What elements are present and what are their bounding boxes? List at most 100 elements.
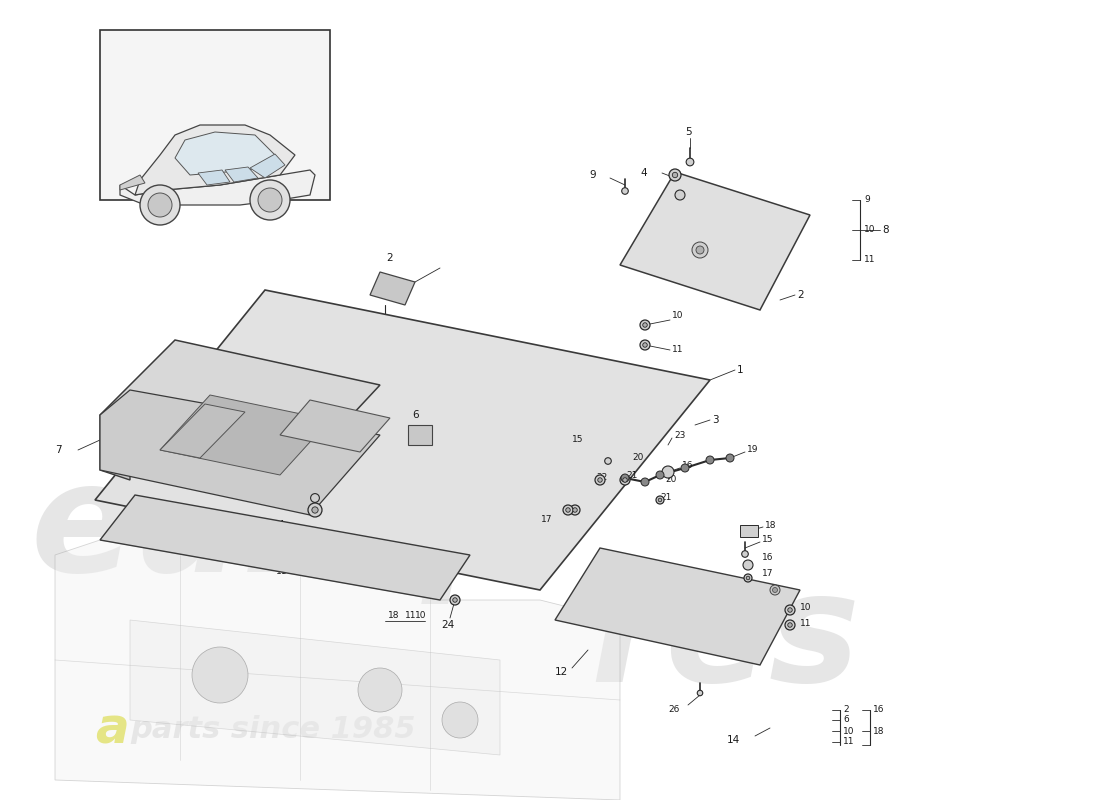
Circle shape <box>595 475 605 485</box>
Circle shape <box>573 508 578 512</box>
Circle shape <box>696 246 704 254</box>
Circle shape <box>675 190 685 200</box>
Text: 12: 12 <box>554 667 568 677</box>
Text: 18: 18 <box>873 726 884 735</box>
Circle shape <box>620 475 630 485</box>
Circle shape <box>605 458 612 464</box>
Polygon shape <box>620 172 810 310</box>
Circle shape <box>621 188 628 194</box>
Bar <box>740 525 758 537</box>
Polygon shape <box>160 404 245 458</box>
Polygon shape <box>370 272 415 305</box>
Polygon shape <box>55 540 620 800</box>
Text: 20: 20 <box>632 454 644 462</box>
Text: europ: europ <box>30 455 532 605</box>
Text: 11: 11 <box>275 567 287 577</box>
Text: 10: 10 <box>864 226 876 234</box>
Text: 9: 9 <box>864 195 870 205</box>
Text: 11: 11 <box>843 738 855 746</box>
Circle shape <box>453 598 458 602</box>
Circle shape <box>746 576 750 580</box>
Text: 17: 17 <box>762 569 773 578</box>
Polygon shape <box>95 290 710 590</box>
Text: 18: 18 <box>764 521 777 530</box>
Text: 23: 23 <box>674 431 685 441</box>
Polygon shape <box>100 390 380 515</box>
Circle shape <box>621 474 629 482</box>
Polygon shape <box>175 132 275 175</box>
Circle shape <box>640 340 650 350</box>
Bar <box>100 30 330 200</box>
Circle shape <box>744 574 752 582</box>
Circle shape <box>742 560 754 570</box>
Circle shape <box>640 320 650 330</box>
Polygon shape <box>130 620 500 755</box>
Text: 9: 9 <box>590 170 596 180</box>
Circle shape <box>597 478 603 482</box>
Circle shape <box>770 585 780 595</box>
Text: 17: 17 <box>540 515 552 525</box>
Text: 10: 10 <box>275 553 287 562</box>
Circle shape <box>772 587 778 593</box>
Text: 26: 26 <box>669 706 680 714</box>
Text: 1: 1 <box>737 365 744 375</box>
Text: 21: 21 <box>660 494 671 502</box>
Circle shape <box>623 478 627 482</box>
Circle shape <box>785 620 795 630</box>
Circle shape <box>662 466 674 478</box>
Circle shape <box>788 622 792 627</box>
Text: 10: 10 <box>843 726 855 735</box>
Circle shape <box>656 471 664 479</box>
Text: 2: 2 <box>386 253 393 263</box>
Text: 2: 2 <box>843 706 848 714</box>
Circle shape <box>642 342 647 347</box>
Circle shape <box>565 508 570 512</box>
Circle shape <box>192 647 248 703</box>
Circle shape <box>358 668 402 712</box>
Text: 3: 3 <box>712 415 718 425</box>
Text: 5: 5 <box>684 127 691 137</box>
Polygon shape <box>280 400 390 452</box>
Circle shape <box>692 242 708 258</box>
Text: 10: 10 <box>415 610 427 619</box>
Text: 10: 10 <box>800 603 812 613</box>
Circle shape <box>697 690 703 696</box>
Text: 15: 15 <box>762 535 773 545</box>
Circle shape <box>726 454 734 462</box>
Text: 21: 21 <box>626 471 637 481</box>
Circle shape <box>641 478 649 486</box>
Text: 16: 16 <box>873 706 884 714</box>
Polygon shape <box>135 125 295 195</box>
Text: 24: 24 <box>441 620 454 630</box>
Polygon shape <box>120 170 315 205</box>
Text: 18: 18 <box>388 610 399 619</box>
Text: parts since 1985: parts since 1985 <box>130 715 416 745</box>
Text: 14: 14 <box>727 735 740 745</box>
Text: 8: 8 <box>882 225 889 235</box>
Text: 4: 4 <box>277 520 284 530</box>
Circle shape <box>450 595 460 605</box>
Circle shape <box>308 503 322 517</box>
Circle shape <box>686 158 694 166</box>
Circle shape <box>310 494 319 502</box>
Text: 11: 11 <box>405 610 417 619</box>
Text: 16: 16 <box>762 554 773 562</box>
Polygon shape <box>198 170 230 185</box>
Circle shape <box>258 188 282 212</box>
Circle shape <box>681 464 689 472</box>
Circle shape <box>148 193 172 217</box>
Text: 7: 7 <box>55 445 62 455</box>
Polygon shape <box>120 175 145 190</box>
Circle shape <box>140 185 180 225</box>
Circle shape <box>312 507 318 513</box>
Polygon shape <box>100 495 470 600</box>
Polygon shape <box>100 415 130 480</box>
Circle shape <box>788 608 792 612</box>
Circle shape <box>741 550 748 558</box>
Polygon shape <box>100 340 380 460</box>
Circle shape <box>785 605 795 615</box>
Text: 6: 6 <box>412 410 419 420</box>
Circle shape <box>669 169 681 181</box>
Circle shape <box>642 322 647 327</box>
Text: 5: 5 <box>277 470 284 480</box>
